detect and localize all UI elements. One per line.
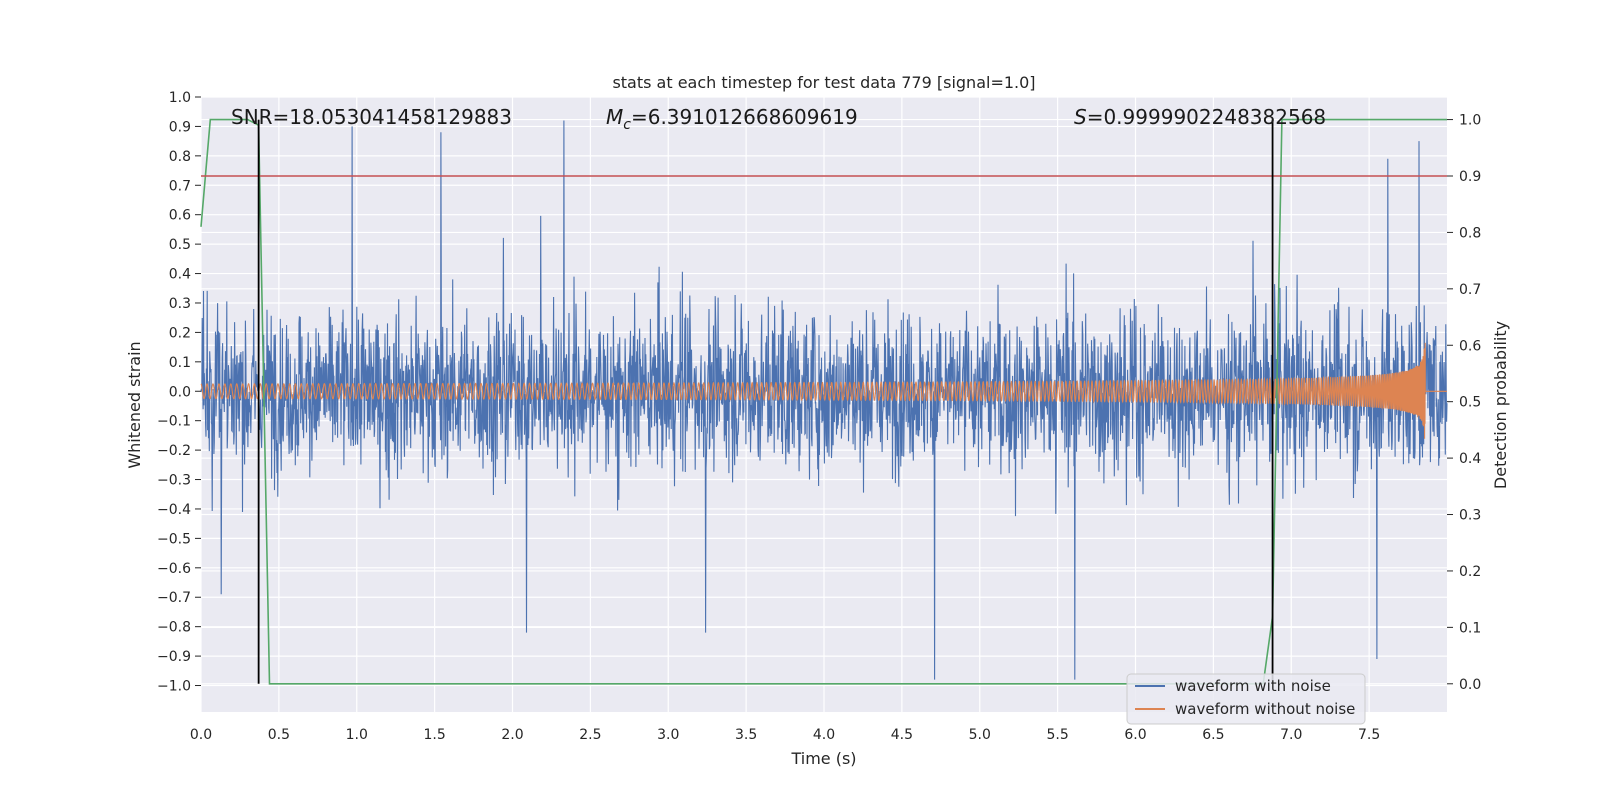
y-tick-label: 0.1 [169, 355, 191, 371]
x-tick-label: 7.0 [1280, 727, 1302, 743]
s-symbol: S [1074, 105, 1087, 129]
y2-tick-label: 0.8 [1459, 225, 1481, 241]
y-tick-label: −0.8 [157, 620, 191, 636]
y-tick-label: 0.9 [169, 119, 191, 135]
reference-lines [201, 119, 1447, 684]
y-tick-label: −0.5 [157, 531, 191, 547]
y-tick-label: −1.0 [157, 679, 191, 695]
y2-tick-label: 0.3 [1459, 508, 1481, 524]
chart-title: stats at each timestep for test data 779… [612, 73, 1035, 92]
legend-box [1126, 673, 1366, 725]
y2-tick-label: 0.7 [1459, 282, 1481, 298]
x-tick-label: 0.5 [268, 727, 290, 743]
x-tick-label: 6.0 [1124, 727, 1146, 743]
y2-tick-label: 0.5 [1459, 395, 1481, 411]
s-annotation: S=0.9999902248382568 [1074, 105, 1326, 129]
y-tick-label: −0.9 [157, 649, 191, 665]
y-tick-label: −0.2 [157, 443, 191, 459]
y-tick-label: 0.6 [169, 208, 191, 224]
y-tick-label: −0.1 [157, 414, 191, 430]
x-axis-ticks: 0.0 0.5 1.0 1.5 2.0 2.5 3.0 3.5 4.0 4.5 5.0 5.5 6.0 6… [190, 727, 1380, 743]
y-tick-label: 1.0 [169, 90, 191, 106]
legend-label-noise: waveform with noise [1175, 677, 1331, 695]
x-tick-label: 1.5 [423, 727, 445, 743]
y2-axis-label: Detection probability [1491, 321, 1510, 489]
y-tick-label: −0.4 [157, 502, 191, 518]
y2-tick-label: 0.6 [1459, 338, 1481, 354]
y2-tick-label: 0.9 [1459, 169, 1481, 185]
y2-tick-label: 0.4 [1459, 451, 1481, 467]
x-tick-label: 4.0 [813, 727, 835, 743]
s-value: =0.9999902248382568 [1087, 105, 1326, 129]
x-tick-label: 4.5 [891, 727, 913, 743]
chirp-mass-value: =6.391012668609619 [631, 105, 858, 129]
snr-annotation: SNR=18.053041458129883 [231, 105, 512, 129]
x-tick-label: 3.0 [657, 727, 679, 743]
y-tick-label: 0.7 [169, 178, 191, 194]
x-tick-label: 7.5 [1358, 727, 1380, 743]
y-tick-label: −0.7 [157, 590, 191, 606]
x-axis-label: Time (s) [790, 749, 856, 768]
x-tick-label: 5.5 [1046, 727, 1068, 743]
chirp-line [200, 342, 1447, 439]
y-axis-label: Whitened strain [125, 341, 144, 468]
legend: waveform with noise waveform without noi… [1126, 673, 1366, 725]
y2-tick-label: 1.0 [1459, 113, 1481, 129]
y-tick-label: 0.0 [169, 384, 191, 400]
y-tick-label: 0.8 [169, 149, 191, 165]
y2-tick-label: 0.2 [1459, 564, 1481, 580]
x-tick-label: 0.0 [190, 727, 212, 743]
y-tick-label: 0.5 [169, 237, 191, 253]
series-detection-probability [200, 118, 1447, 685]
legend-label-signal: waveform without noise [1175, 700, 1355, 718]
probability-line [200, 118, 1447, 685]
y-tick-label: −0.6 [157, 561, 191, 577]
chirp-mass-annotation: Mc=6.391012668609619 [606, 105, 858, 133]
y-tick-label: 0.4 [169, 267, 191, 283]
x-tick-label: 2.5 [579, 727, 601, 743]
x-tick-label: 5.0 [969, 727, 991, 743]
y-tick-label: 0.3 [169, 296, 191, 312]
y-tick-label: 0.2 [169, 325, 191, 341]
chirp-mass-subscript: c [623, 117, 631, 133]
series-waveform-without-noise [200, 342, 1447, 439]
x-tick-label: 2.0 [501, 727, 523, 743]
y-tick-label: −0.3 [157, 473, 191, 489]
y-axis-ticks: 1.0 0.9 0.8 0.7 0.6 0.5 0.4 0.3 0.2 0.1 0.0 −0.1 −0.… [157, 90, 201, 695]
chirp-mass-symbol: M [606, 105, 623, 129]
x-tick-label: 1.0 [346, 727, 368, 743]
y2-tick-label: 0.0 [1459, 677, 1481, 693]
y2-tick-label: 0.1 [1459, 620, 1481, 636]
y2-axis-ticks: 1.0 0.9 0.8 0.7 0.6 0.5 0.4 0.3 0.2 0.1 0.0 [1447, 113, 1481, 693]
x-tick-label: 3.5 [735, 727, 757, 743]
x-tick-label: 6.5 [1202, 727, 1224, 743]
